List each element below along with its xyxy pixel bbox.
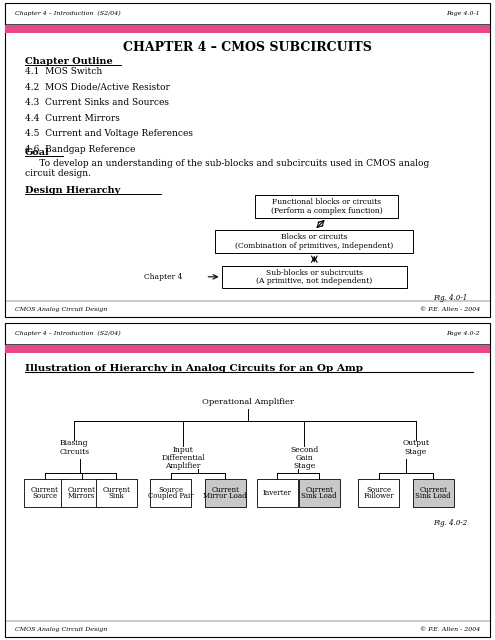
FancyBboxPatch shape	[150, 479, 191, 507]
Text: Sink Load: Sink Load	[415, 492, 451, 500]
Text: To develop an understanding of the sub-blocks and subcircuits used in CMOS analo: To develop an understanding of the sub-b…	[25, 159, 429, 168]
Text: Source: Source	[32, 492, 57, 500]
Text: Source: Source	[158, 486, 183, 494]
Text: Chapter 4: Chapter 4	[144, 273, 182, 281]
Text: Operational Amplifier: Operational Amplifier	[201, 397, 294, 406]
Text: Amplifier: Amplifier	[165, 462, 201, 470]
Text: Current: Current	[305, 486, 333, 494]
Text: Illustration of Hierarchy in Analog Circuits for an Op Amp: Illustration of Hierarchy in Analog Circ…	[25, 364, 363, 373]
Text: Output: Output	[402, 439, 429, 447]
Text: Mirrors: Mirrors	[68, 492, 96, 500]
Text: Chapter 4 – Introduction  (S2/04): Chapter 4 – Introduction (S2/04)	[15, 331, 121, 337]
FancyBboxPatch shape	[215, 230, 413, 253]
Text: 4.2  MOS Diode/Active Resistor: 4.2 MOS Diode/Active Resistor	[25, 82, 170, 92]
Text: Current: Current	[102, 486, 130, 494]
Text: Current: Current	[211, 486, 239, 494]
FancyBboxPatch shape	[5, 323, 490, 637]
Text: Sink Load: Sink Load	[301, 492, 337, 500]
Text: Chapter Outline: Chapter Outline	[25, 57, 112, 66]
Bar	[5, 24, 490, 33]
Text: Differential: Differential	[161, 454, 205, 462]
FancyBboxPatch shape	[96, 479, 137, 507]
Bar	[5, 344, 490, 353]
FancyBboxPatch shape	[255, 195, 398, 218]
Text: Current: Current	[31, 486, 58, 494]
Text: Biasing: Biasing	[60, 439, 89, 447]
Text: Design Hierarchy: Design Hierarchy	[25, 186, 120, 195]
FancyBboxPatch shape	[358, 479, 399, 507]
Text: Functional blocks or circuits: Functional blocks or circuits	[272, 198, 381, 206]
Text: 4.4  Current Mirrors: 4.4 Current Mirrors	[25, 113, 120, 123]
FancyBboxPatch shape	[24, 479, 65, 507]
Text: Fig. 4.0-1: Fig. 4.0-1	[433, 294, 467, 302]
Text: Source: Source	[366, 486, 391, 494]
Text: Mirror Load: Mirror Load	[203, 492, 247, 500]
Text: circuit design.: circuit design.	[25, 169, 91, 178]
Text: CMOS Analog Circuit Design: CMOS Analog Circuit Design	[15, 627, 107, 632]
Text: 4.1  MOS Switch: 4.1 MOS Switch	[25, 67, 102, 76]
FancyBboxPatch shape	[412, 479, 453, 507]
Text: 4.6  Bandgap Reference: 4.6 Bandgap Reference	[25, 145, 135, 154]
Text: Coupled Pair: Coupled Pair	[148, 492, 194, 500]
Text: Current: Current	[68, 486, 96, 494]
Text: Gain: Gain	[296, 454, 313, 462]
Text: Chapter 4 – Introduction  (S2/04): Chapter 4 – Introduction (S2/04)	[15, 11, 121, 17]
FancyBboxPatch shape	[5, 3, 490, 317]
FancyBboxPatch shape	[61, 479, 102, 507]
FancyBboxPatch shape	[205, 479, 246, 507]
Text: Follower: Follower	[363, 492, 394, 500]
Text: Second: Second	[290, 445, 319, 454]
Text: Sub-blocks or subcircuits: Sub-blocks or subcircuits	[266, 269, 363, 276]
Text: Fig. 4.0-2: Fig. 4.0-2	[433, 519, 467, 527]
FancyBboxPatch shape	[299, 479, 340, 507]
Text: Sink: Sink	[108, 492, 124, 500]
Text: 4.3  Current Sinks and Sources: 4.3 Current Sinks and Sources	[25, 98, 169, 107]
Text: © P.E. Allen - 2004: © P.E. Allen - 2004	[420, 307, 480, 312]
Text: Goal: Goal	[25, 148, 50, 157]
Text: CHAPTER 4 – CMOS SUBCIRCUITS: CHAPTER 4 – CMOS SUBCIRCUITS	[123, 41, 372, 54]
Text: Page 4.0-1: Page 4.0-1	[446, 12, 480, 16]
Text: © P.E. Allen - 2004: © P.E. Allen - 2004	[420, 627, 480, 632]
Text: Page 4.0-2: Page 4.0-2	[446, 332, 480, 336]
FancyBboxPatch shape	[257, 479, 298, 507]
Text: Inverter: Inverter	[263, 489, 292, 497]
Text: Input: Input	[173, 445, 194, 454]
Text: Circuits: Circuits	[59, 447, 89, 456]
Text: (A primitive, not independent): (A primitive, not independent)	[256, 277, 372, 285]
FancyBboxPatch shape	[222, 266, 407, 288]
Text: Current: Current	[419, 486, 447, 494]
Text: Stage: Stage	[294, 462, 315, 470]
Text: Stage: Stage	[405, 447, 427, 456]
Text: (Combination of primitives, independent): (Combination of primitives, independent)	[235, 242, 394, 250]
Text: (Perform a complex function): (Perform a complex function)	[271, 207, 383, 214]
Text: CMOS Analog Circuit Design: CMOS Analog Circuit Design	[15, 307, 107, 312]
Text: Blocks or circuits: Blocks or circuits	[281, 234, 347, 241]
Text: 4.5  Current and Voltage References: 4.5 Current and Voltage References	[25, 129, 193, 138]
